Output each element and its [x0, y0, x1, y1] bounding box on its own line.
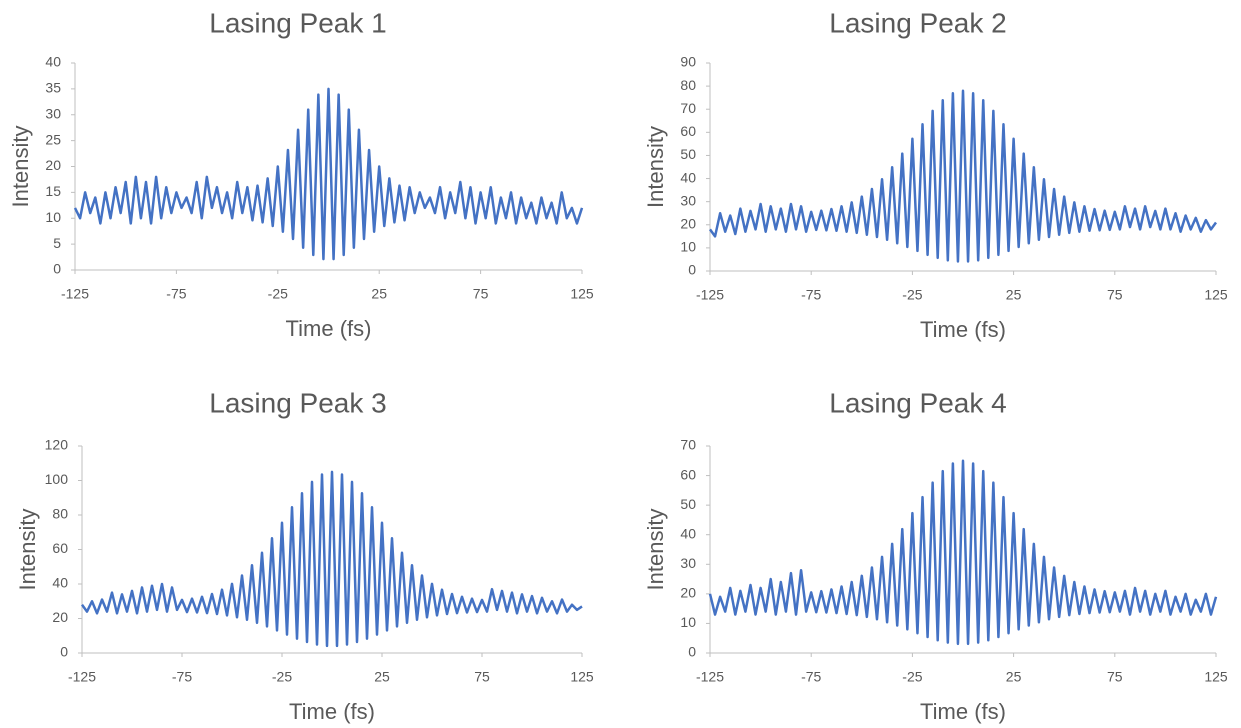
x-tick-label: -125 — [68, 669, 96, 685]
y-tick-label: 70 — [680, 100, 696, 116]
x-tick-label: -75 — [801, 287, 821, 303]
data-line — [80, 470, 583, 648]
x-tick-label: 75 — [473, 286, 489, 302]
y-tick-label: 30 — [45, 105, 61, 121]
x-tick-label: -125 — [696, 669, 724, 685]
y-tick-label: 120 — [45, 437, 69, 453]
y-tick-label: 25 — [45, 131, 61, 147]
y-tick-label: 60 — [52, 540, 68, 556]
data-line — [708, 459, 1218, 646]
y-axis-label: Intensity — [8, 126, 33, 208]
x-tick-label: 125 — [570, 669, 594, 685]
x-tick-label: -25 — [902, 287, 922, 303]
y-tick-label: 80 — [680, 77, 696, 93]
y-tick-label: 20 — [680, 585, 696, 601]
y-tick-label: 15 — [45, 183, 61, 199]
data-line — [73, 87, 584, 261]
y-tick-label: 60 — [680, 123, 696, 139]
y-tick-label: 70 — [680, 437, 696, 453]
x-tick-label: -25 — [268, 286, 288, 302]
data-line — [708, 89, 1218, 263]
x-axis-label: Time (fs) — [920, 317, 1006, 342]
chart-title: Lasing Peak 1 — [209, 7, 386, 38]
y-axis-label: Intensity — [15, 509, 40, 591]
x-tick-label: 75 — [1107, 287, 1123, 303]
y-tick-label: 10 — [45, 209, 61, 225]
x-tick-label: -25 — [902, 669, 922, 685]
x-tick-label: 125 — [1204, 669, 1228, 685]
y-tick-label: 10 — [680, 614, 696, 630]
y-tick-label: 5 — [53, 235, 61, 251]
x-tick-label: 75 — [474, 669, 490, 685]
y-tick-label: 0 — [60, 644, 68, 660]
x-tick-label: 75 — [1107, 669, 1123, 685]
y-axis-label: Intensity — [643, 509, 668, 591]
chart-title: Lasing Peak 2 — [829, 7, 1006, 38]
x-tick-label: -75 — [166, 286, 186, 302]
y-tick-label: 40 — [45, 54, 61, 70]
y-tick-label: 20 — [52, 609, 68, 625]
x-tick-label: -125 — [61, 286, 89, 302]
chart-title: Lasing Peak 3 — [209, 387, 386, 418]
y-tick-label: 50 — [680, 146, 696, 162]
x-tick-label: -125 — [696, 287, 724, 303]
x-tick-label: -75 — [172, 669, 192, 685]
x-tick-label: -75 — [801, 669, 821, 685]
y-tick-label: 80 — [52, 506, 68, 522]
x-tick-label: 125 — [1204, 287, 1228, 303]
x-tick-label: -25 — [272, 669, 292, 685]
x-axis-label: Time (fs) — [286, 316, 372, 341]
chart-title: Lasing Peak 4 — [829, 387, 1006, 418]
y-tick-label: 10 — [680, 239, 696, 255]
y-tick-label: 0 — [53, 261, 61, 277]
x-axis-label: Time (fs) — [289, 699, 375, 724]
y-tick-label: 100 — [45, 471, 69, 487]
y-tick-label: 50 — [680, 496, 696, 512]
x-tick-label: 125 — [570, 286, 594, 302]
y-tick-label: 90 — [680, 54, 696, 70]
y-tick-label: 35 — [45, 80, 61, 96]
y-tick-label: 60 — [680, 466, 696, 482]
x-tick-label: 25 — [1006, 669, 1022, 685]
y-tick-label: 20 — [680, 215, 696, 231]
y-tick-label: 20 — [45, 157, 61, 173]
y-axis-label: Intensity — [643, 126, 668, 208]
y-tick-label: 40 — [680, 525, 696, 541]
y-tick-label: 30 — [680, 192, 696, 208]
x-axis-label: Time (fs) — [920, 699, 1006, 724]
y-tick-label: 40 — [52, 575, 68, 591]
y-tick-label: 0 — [688, 644, 696, 660]
x-tick-label: 25 — [371, 286, 387, 302]
y-tick-label: 30 — [680, 555, 696, 571]
y-tick-label: 0 — [688, 262, 696, 278]
y-tick-label: 40 — [680, 169, 696, 185]
x-tick-label: 25 — [1006, 287, 1022, 303]
x-tick-label: 25 — [374, 669, 390, 685]
